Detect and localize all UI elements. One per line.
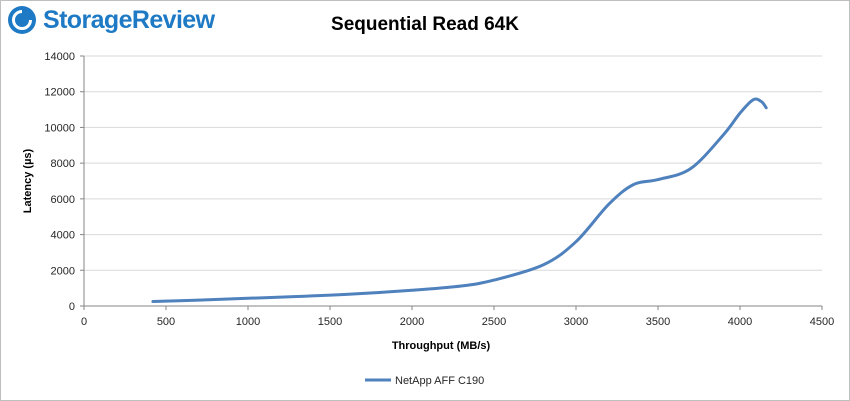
series-line-netapp-aff-c190 (151, 97, 768, 303)
storagereview-logo-icon (8, 6, 36, 34)
y-tick-label: 0 (69, 301, 75, 313)
y-tick-label: 10000 (44, 122, 75, 134)
legend: NetApp AFF C190 (365, 375, 484, 387)
y-tick-label: 8000 (51, 158, 75, 170)
x-tick-label: 4000 (728, 316, 752, 328)
x-tick-label: 3500 (646, 316, 670, 328)
storagereview-logo: StorageReview (7, 4, 215, 36)
x-tick-label: 2000 (400, 316, 424, 328)
x-axis-title: Throughput (MB/s) (392, 340, 491, 352)
y-tick-label: 12000 (44, 87, 75, 99)
y-tick-label: 2000 (51, 265, 75, 277)
y-tick-label: 4000 (51, 230, 75, 242)
tick-labels: 0 2000 4000 6000 8000 10000 12000 14000 0 500 1000… (44, 51, 834, 328)
x-tick-label: 0 (81, 316, 87, 328)
legend-label: NetApp AFF C190 (395, 375, 484, 387)
x-tick-label: 1500 (318, 316, 342, 328)
brand-name: StorageReview (43, 5, 215, 34)
x-tick-label: 2500 (482, 316, 506, 328)
y-tick-label: 6000 (51, 194, 75, 206)
chart-title: Sequential Read 64K (331, 14, 519, 35)
x-tick-label: 500 (157, 316, 175, 328)
gridlines (84, 55, 822, 271)
x-tick-label: 4500 (810, 316, 834, 328)
x-tick-label: 3000 (564, 316, 588, 328)
series-layer (151, 97, 768, 303)
y-axis-title: Latency (µs) (22, 148, 34, 213)
x-tick-label: 1000 (236, 316, 260, 328)
axes (80, 55, 823, 310)
y-tick-label: 14000 (44, 51, 75, 63)
